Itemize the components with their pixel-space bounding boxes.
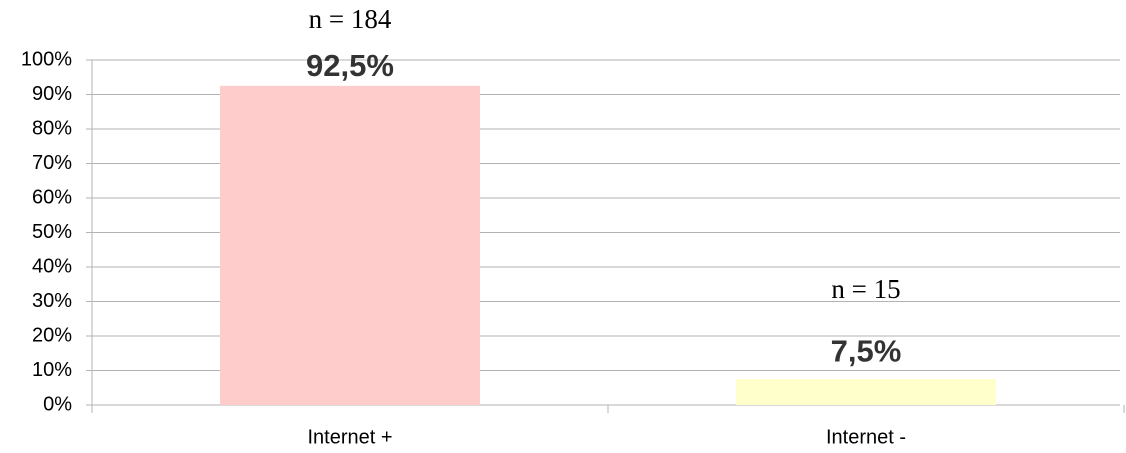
y-tick-label: 60% [32,186,72,208]
y-tick-label: 100% [21,48,72,70]
x-tick-label: Internet + [307,426,392,448]
value-label: 92,5% [306,48,394,83]
value-label: 7,5% [831,333,902,368]
y-tick-label: 30% [32,290,72,312]
x-tick-label: Internet - [826,426,906,448]
y-tick-label: 90% [32,83,72,105]
y-tick-label: 10% [32,359,72,381]
y-tick-label: 40% [32,255,72,277]
y-tick-label: 0% [43,393,72,415]
bar [220,85,480,405]
y-tick-label: 50% [32,221,72,243]
annotation: n = 184 [309,4,392,34]
annotation: n = 15 [831,274,900,304]
y-tick-label: 70% [32,152,72,174]
y-tick-label: 80% [32,117,72,139]
y-tick-label: 20% [32,324,72,346]
bar [736,379,996,405]
